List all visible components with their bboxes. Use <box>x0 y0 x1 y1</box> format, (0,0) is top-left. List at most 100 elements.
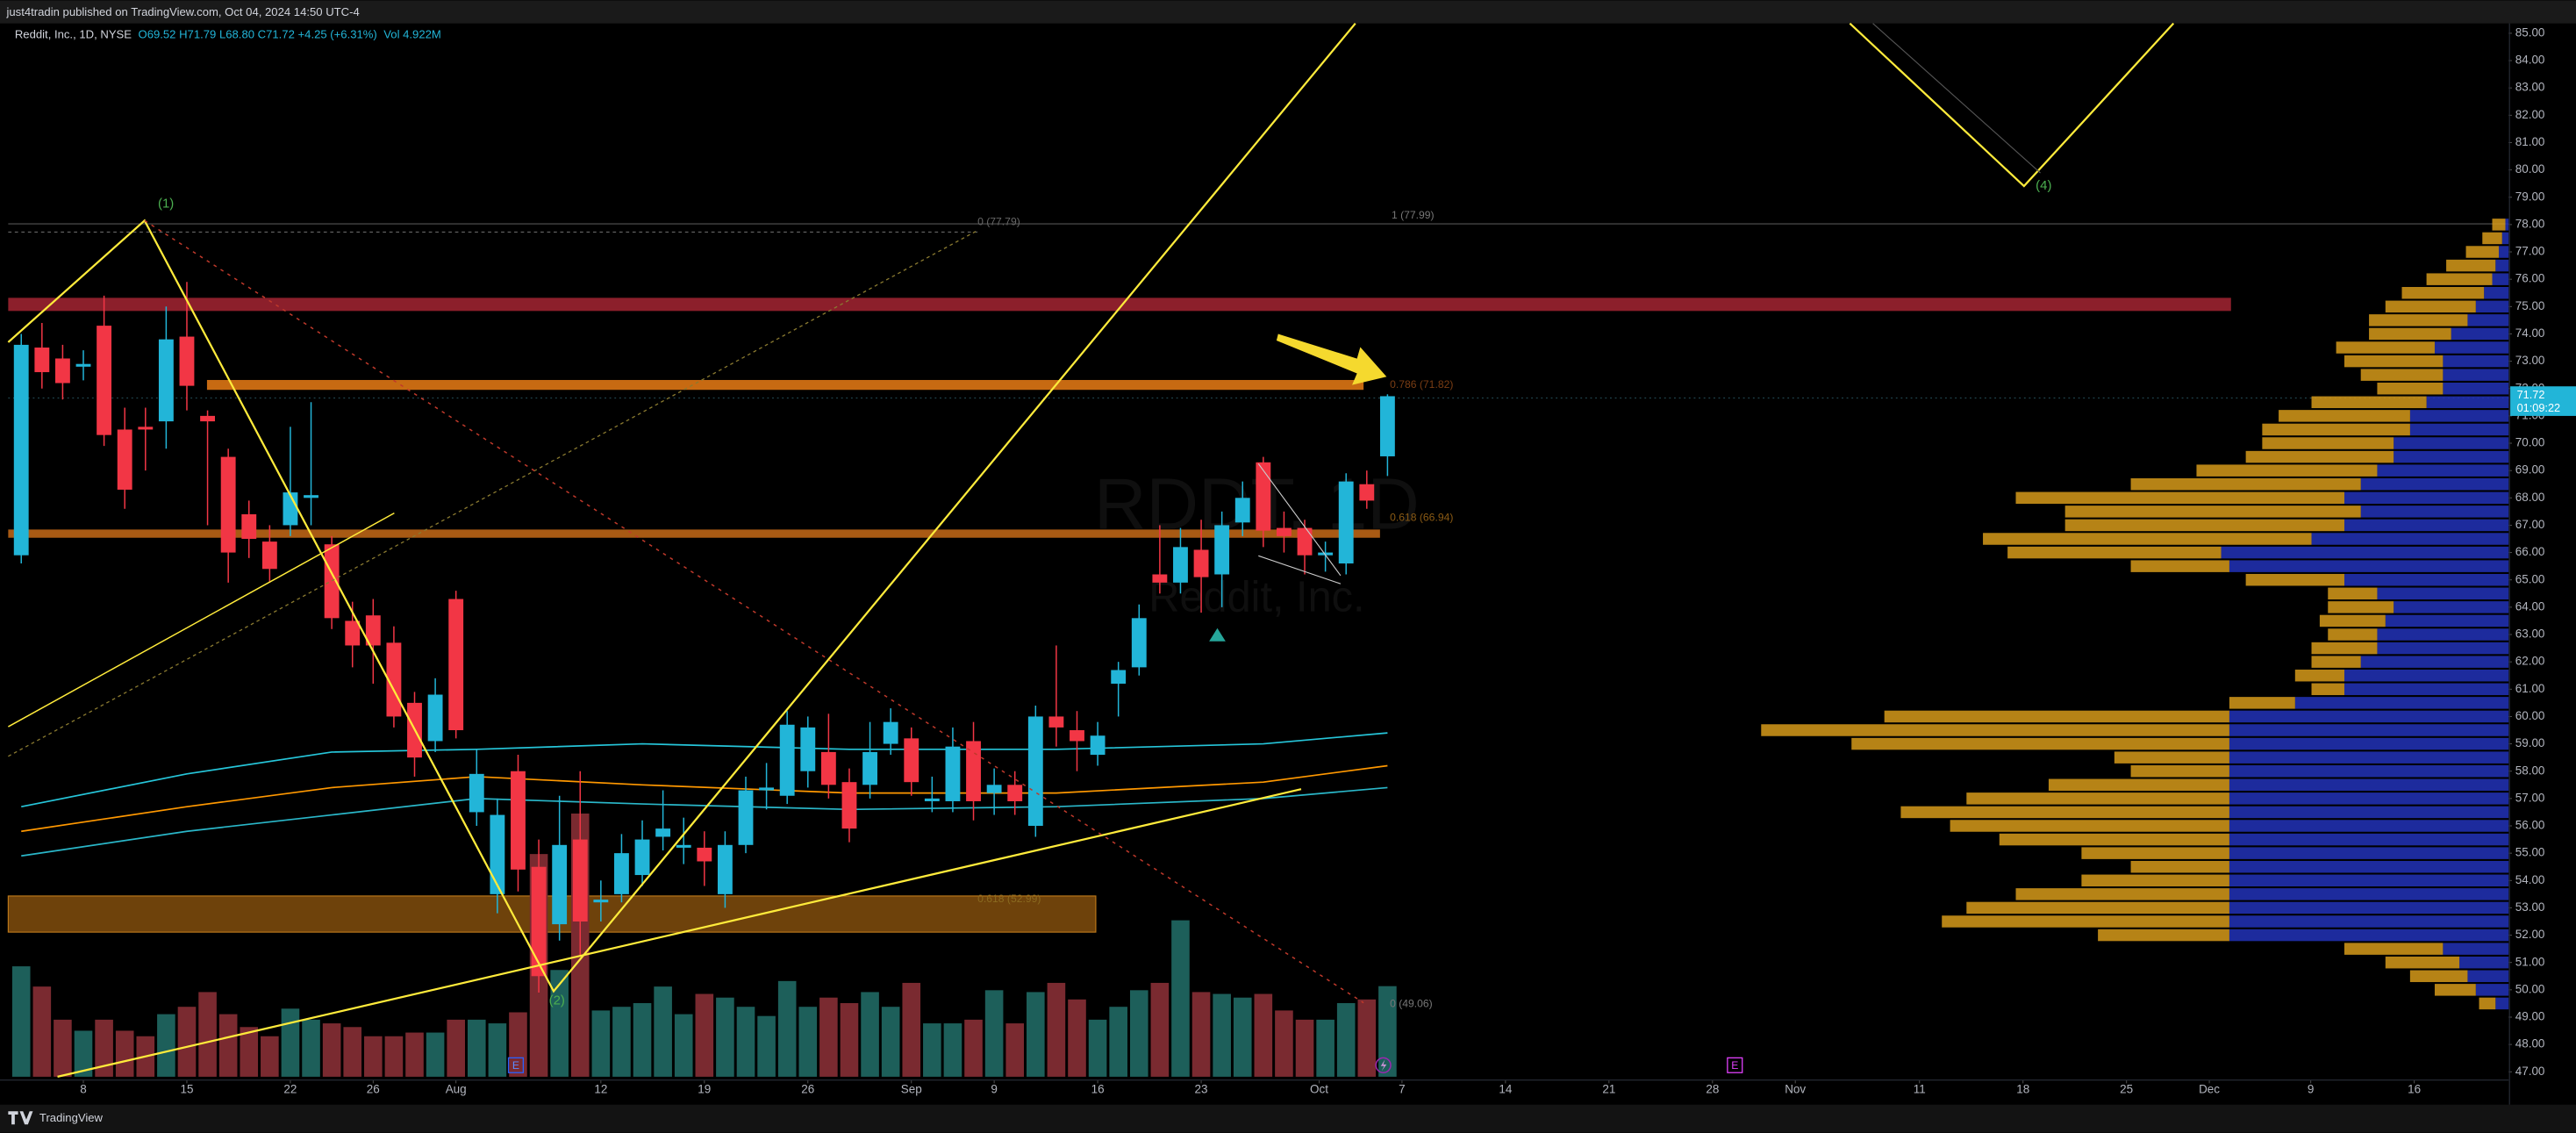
x-tick-label: 15 <box>180 1082 193 1095</box>
resistance-zone <box>8 298 2231 312</box>
flag-line <box>1257 463 1342 577</box>
volume-bar <box>261 1036 279 1077</box>
candle-body <box>862 751 877 785</box>
profile-inner <box>2443 355 2509 368</box>
x-tick-label: 26 <box>367 1082 380 1095</box>
y-tick-label: 73.00 <box>2515 354 2545 367</box>
candle-body <box>261 541 277 570</box>
profile-outer <box>2311 396 2427 409</box>
candle-body <box>1193 549 1209 577</box>
candle-body <box>945 746 961 801</box>
profile-inner <box>2377 464 2509 477</box>
volume-bar <box>1254 993 1273 1077</box>
profile-inner <box>2475 984 2509 996</box>
profile-outer <box>2114 751 2229 764</box>
event-marker[interactable]: E <box>1731 1059 1738 1072</box>
y-tick-label: 68.00 <box>2515 491 2545 504</box>
fib-label: 0.618 (52.99) <box>977 893 1041 905</box>
candle-body <box>1173 547 1188 583</box>
profile-outer <box>2377 382 2444 395</box>
volume-bar <box>633 1003 652 1077</box>
x-tick-label: 25 <box>2120 1082 2133 1095</box>
y-tick-label: 74.00 <box>2515 326 2545 340</box>
trend-line <box>7 512 395 728</box>
profile-outer <box>2015 491 2344 505</box>
volume-bar <box>218 1014 238 1077</box>
profile-inner <box>2426 396 2509 409</box>
profile-outer <box>2262 437 2394 449</box>
header-bar <box>0 0 2576 24</box>
y-tick-label: 76.00 <box>2515 272 2545 285</box>
candle-body <box>241 513 257 540</box>
y-tick-label: 49.00 <box>2515 1010 2545 1023</box>
y-tick-label: 77.00 <box>2515 245 2545 258</box>
profile-inner <box>2311 533 2509 545</box>
y-tick-label: 61.00 <box>2515 682 2545 695</box>
profile-inner <box>2360 477 2509 491</box>
profile-outer <box>2130 764 2229 778</box>
profile-outer <box>1851 737 2229 750</box>
profile-outer <box>2229 697 2295 709</box>
candle-body <box>779 724 795 796</box>
x-tick-label: Aug <box>446 1082 467 1095</box>
profile-outer <box>2343 355 2444 368</box>
channel-line <box>1872 23 2041 174</box>
profile-outer <box>2279 410 2410 422</box>
event-box[interactable] <box>1727 1057 1743 1073</box>
volume-bar <box>1378 986 1397 1077</box>
volume-bar <box>1129 990 1148 1077</box>
volume-bar <box>74 1030 93 1077</box>
candle-body <box>1256 462 1271 531</box>
y-tick-label: 48.00 <box>2515 1037 2545 1051</box>
profile-inner <box>2443 369 2509 381</box>
profile-outer <box>1950 820 2229 832</box>
volume-bar <box>1005 1023 1025 1077</box>
profile-inner <box>2229 710 2509 723</box>
y-tick-label: 58.00 <box>2515 764 2545 777</box>
profile-inner <box>2343 573 2509 586</box>
volume-bar <box>923 1023 941 1077</box>
wave-label: (4) <box>2036 178 2051 193</box>
event-marker[interactable]: E <box>512 1059 519 1072</box>
volume-bar <box>819 997 838 1077</box>
volume-bar <box>777 980 797 1077</box>
volume-bar <box>1213 993 1231 1077</box>
volume-bar <box>157 1014 175 1077</box>
profile-inner <box>2229 751 2509 764</box>
profile-outer <box>2336 341 2435 354</box>
candle-body <box>1338 481 1354 564</box>
volume-bar <box>302 1019 320 1077</box>
x-tick-label: Nov <box>1785 1082 1806 1095</box>
volume-bar <box>509 1012 527 1077</box>
volume-bar <box>447 1019 465 1077</box>
profile-inner <box>2377 587 2509 600</box>
profile-outer <box>2434 984 2476 996</box>
volume-bar <box>1233 997 1252 1077</box>
candle-body <box>883 721 898 744</box>
y-tick-label: 63.00 <box>2515 627 2545 641</box>
event-box[interactable] <box>507 1057 525 1073</box>
profile-inner <box>2229 820 2509 832</box>
profile-outer <box>2426 273 2493 285</box>
profile-inner <box>2229 915 2509 928</box>
dividend-icon[interactable] <box>1375 1057 1392 1073</box>
volume-bar <box>384 1036 404 1077</box>
volume-bar <box>674 1014 693 1077</box>
profile-outer <box>2311 656 2361 668</box>
profile-inner <box>2229 874 2509 887</box>
trend-line <box>144 219 1364 1004</box>
candle-body <box>1359 484 1375 501</box>
volume-bar <box>1316 1019 1335 1077</box>
candle-body <box>304 495 318 498</box>
volume-bar <box>198 992 217 1077</box>
volume-bar <box>322 1023 341 1077</box>
y-tick-label: 52.00 <box>2515 928 2545 941</box>
x-tick-label: Dec <box>2199 1082 2220 1095</box>
candle-body <box>1111 670 1127 685</box>
profile-outer <box>2196 464 2378 477</box>
candle-body <box>676 844 691 848</box>
profile-outer <box>2319 614 2386 627</box>
candle-body <box>738 790 754 845</box>
volume-bar <box>281 1008 300 1077</box>
y-tick-label: 51.00 <box>2515 955 2545 968</box>
